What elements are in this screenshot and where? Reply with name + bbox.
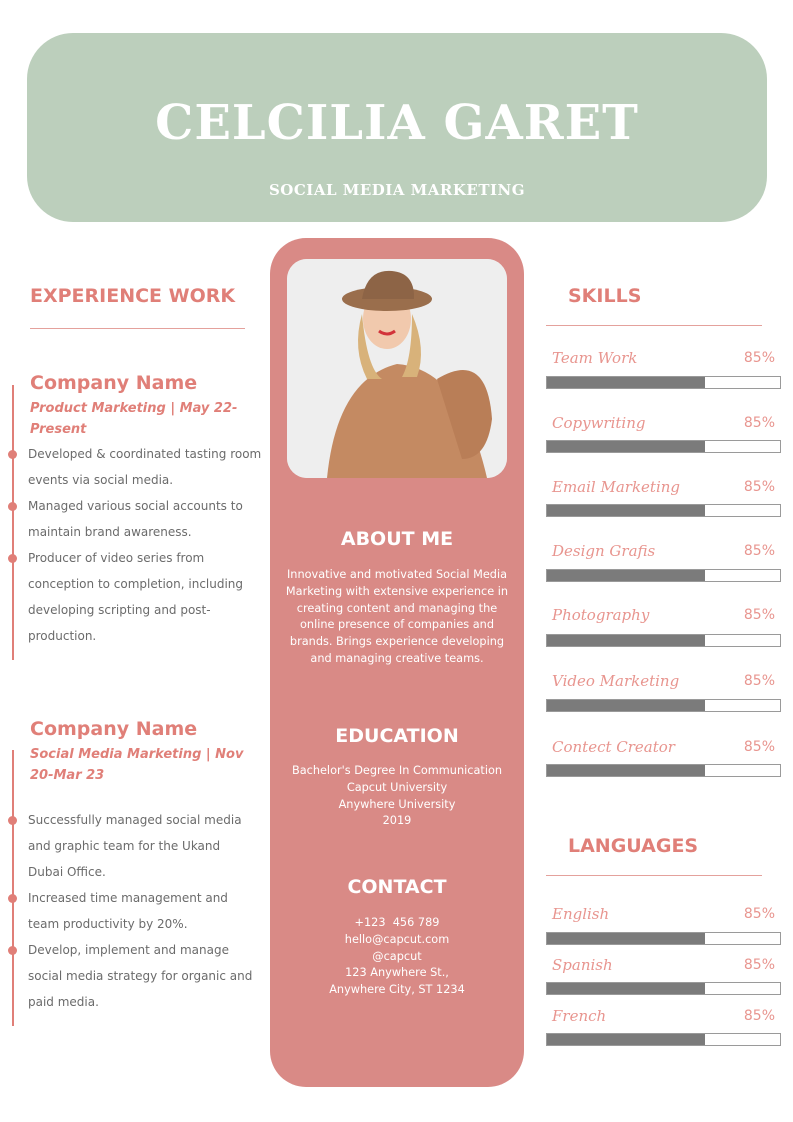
skills-label: Contect Creator [552,738,675,756]
contact-details: +123 456 789 hello@capcut.com @capcut 12… [278,915,516,999]
progress-fill [547,1034,706,1045]
candidate-role: SOCIAL MEDIA MARKETING [268,181,526,199]
timeline-line [12,750,14,1026]
social-handle: @capcut [372,949,422,963]
skills-label: Design Grafis [552,542,656,560]
job-bullets: Successfully managed social media and gr… [8,807,253,1015]
bullet-dot-icon [8,894,17,903]
divider [546,325,762,326]
company-name: Company Name [30,372,198,394]
skills-label: Team Work [552,349,638,367]
languages-percent: 85% [743,957,775,973]
skills-percent: 85% [743,350,775,366]
skills-label: Photography [552,606,650,624]
progress-fill [547,933,706,944]
skills-percent: 85% [743,739,775,755]
languages-percent: 85% [743,906,775,922]
skills-percent: 85% [743,479,775,495]
address-line-2: Anywhere City, ST 1234 [329,983,465,997]
school: Capcut University [346,780,448,794]
list-item: Successfully managed social media and gr… [8,807,253,885]
bullet-dot-icon [8,450,17,459]
skills-percent: 85% [743,543,775,559]
about-heading: ABOUT ME [340,528,454,550]
divider [546,875,762,876]
progress-fill [547,765,706,776]
skills-label: Email Marketing [552,478,681,496]
skills-percent: 85% [743,415,775,431]
divider [30,328,245,329]
job-bullets: Developed & coordinated tasting room eve… [8,441,268,649]
progress-fill [547,700,706,711]
languages-progress-bar [546,982,781,995]
languages-label: Spanish [552,956,613,974]
graduation-year: 2019 [382,814,412,828]
bullet-dot-icon [8,946,17,955]
skills-label: Copywriting [552,414,646,432]
header-banner: CELCILIA GARET SOCIAL MEDIA MARKETING [27,33,767,222]
education-heading: EDUCATION [335,725,459,747]
skills-label: Video Marketing [552,672,680,690]
skills-progress-bar [546,569,781,582]
languages-progress-bar [546,1033,781,1046]
skills-progress-bar [546,699,781,712]
progress-fill [547,441,706,452]
education-details: Bachelor's Degree In Communication Capcu… [278,763,516,830]
address-line-1: 123 Anywhere St., [345,966,449,980]
languages-label: French [552,1007,607,1025]
languages-label: English [552,905,610,923]
job-subtitle: Social Media Marketing | Nov 20-Mar 23 [30,747,244,783]
company-name: Company Name [30,718,198,740]
progress-fill [547,377,706,388]
skills-percent: 85% [743,607,775,623]
list-item: Developed & coordinated tasting room eve… [8,441,268,493]
university: Anywhere University [338,797,456,811]
list-item: Managed various social accounts to maint… [8,493,268,545]
profile-photo [287,259,507,478]
timeline-line [12,385,14,660]
email: hello@capcut.com [344,932,450,946]
skills-progress-bar [546,764,781,777]
candidate-name: CELCILIA GARET [155,95,639,151]
skills-heading: SKILLS [568,285,642,307]
list-item: Develop, implement and manage social med… [8,937,253,1015]
progress-fill [547,635,706,646]
experience-heading: EXPERIENCE WORK [30,285,236,307]
phone: +123 456 789 [354,916,440,929]
list-item: Producer of video series from conception… [8,545,268,649]
center-panel: ABOUT ME Innovative and motivated Social… [270,238,524,1087]
skills-percent: 85% [743,673,775,689]
about-text: Innovative and motivated Social Media Ma… [285,568,509,665]
bullet-dot-icon [8,502,17,511]
bullet-dot-icon [8,816,17,825]
skills-progress-bar [546,440,781,453]
progress-fill [547,983,706,994]
languages-heading: LANGUAGES [568,835,699,857]
progress-fill [547,505,706,516]
progress-fill [547,570,706,581]
bullet-dot-icon [8,554,17,563]
languages-percent: 85% [743,1008,775,1024]
languages-progress-bar [546,932,781,945]
contact-heading: CONTACT [347,876,447,898]
skills-progress-bar [546,504,781,517]
degree: Bachelor's Degree In Communication [291,764,503,777]
skills-progress-bar [546,634,781,647]
list-item: Increased time management and team produ… [8,885,253,937]
job-subtitle: Product Marketing | May 22-Present [30,401,238,437]
skills-progress-bar [546,376,781,389]
